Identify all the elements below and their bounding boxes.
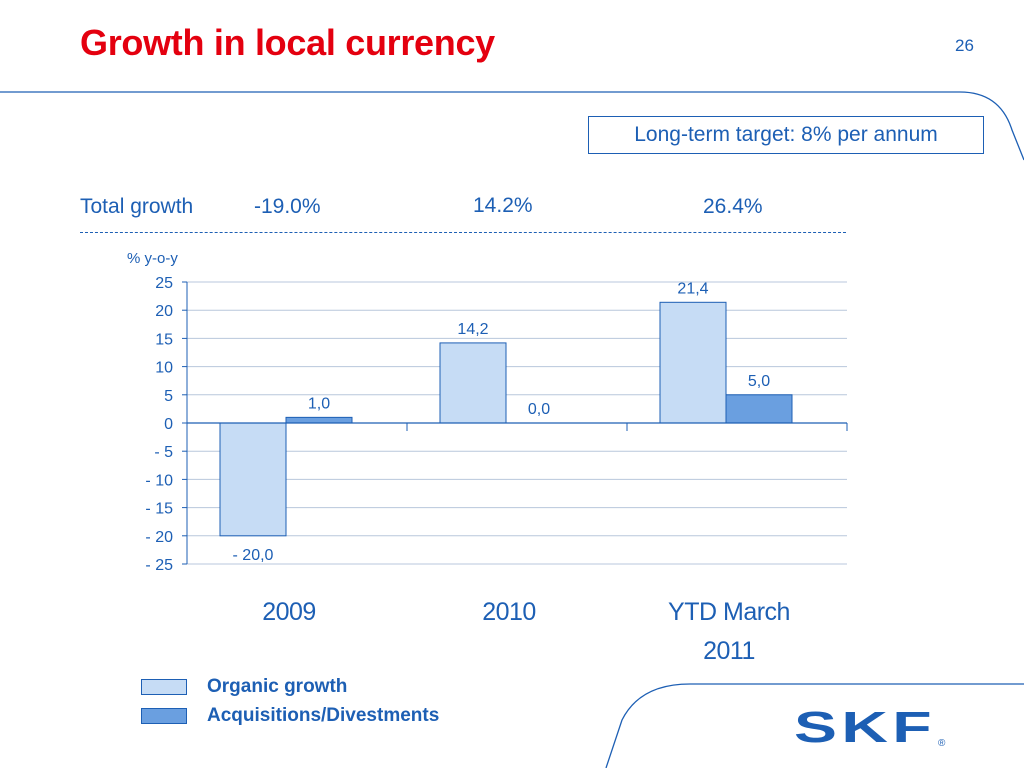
category-label: 2011 bbox=[703, 637, 755, 665]
logo-registered-mark: ® bbox=[938, 738, 946, 748]
data-label: 0,0 bbox=[528, 401, 550, 418]
long-term-target-box: Long-term target: 8% per annum bbox=[588, 116, 984, 154]
legend-swatch-acquisitions bbox=[141, 708, 187, 724]
legend-item-acquisitions: Acquisitions/Divestments bbox=[141, 705, 439, 727]
bar-acquisitions bbox=[725, 394, 793, 424]
y-tick-label: 5 bbox=[164, 388, 173, 405]
total-growth-label: Total growth bbox=[80, 195, 194, 218]
total-growth-2009: -19.0% bbox=[254, 195, 321, 218]
top-arc-line bbox=[0, 91, 1024, 161]
legend-swatch-organic bbox=[141, 679, 187, 695]
page-title: Growth in local currency bbox=[80, 22, 495, 63]
data-label: 21,4 bbox=[677, 280, 708, 297]
data-label: 14,2 bbox=[457, 321, 488, 338]
bar-organic bbox=[439, 342, 507, 424]
logo-wordmark: SKF bbox=[794, 708, 936, 748]
y-tick-label: - 5 bbox=[154, 444, 173, 461]
long-term-target-text: Long-term target: 8% per annum bbox=[634, 123, 938, 146]
total-growth-ytd-2011: 26.4% bbox=[703, 195, 763, 218]
y-tick-label: 10 bbox=[155, 360, 173, 377]
y-axis-label: % y-o-y bbox=[127, 250, 178, 267]
skf-logo: SKF ® bbox=[794, 708, 946, 748]
dashed-divider bbox=[80, 232, 846, 233]
category-label: 2010 bbox=[482, 598, 536, 626]
y-tick-label: - 20 bbox=[145, 529, 173, 546]
page-number: 26 bbox=[955, 36, 974, 55]
y-tick-label: 20 bbox=[155, 303, 173, 320]
y-tick-label: - 10 bbox=[145, 472, 173, 489]
y-tick-label: 0 bbox=[164, 416, 173, 433]
bar-acquisitions bbox=[285, 416, 353, 424]
legend-item-organic: Organic growth bbox=[141, 676, 347, 698]
y-tick-label: 25 bbox=[155, 275, 173, 292]
data-label: 5,0 bbox=[748, 373, 770, 390]
y-tick-label: 15 bbox=[155, 331, 173, 348]
data-label: 1,0 bbox=[308, 395, 330, 412]
category-label: 2009 bbox=[262, 598, 316, 626]
legend-label-acquisitions: Acquisitions/Divestments bbox=[207, 705, 440, 726]
legend-label-organic: Organic growth bbox=[207, 676, 348, 697]
bottom-arc-line bbox=[605, 683, 1024, 768]
total-growth-2010: 14.2% bbox=[473, 194, 533, 217]
y-tick-label: - 25 bbox=[145, 557, 173, 574]
growth-bar-chart: 25 20 15 10 5 0 - 5 - 10 - 15 - 20 - 25 % y-o-y - 20… bbox=[127, 250, 848, 665]
bar-organic bbox=[219, 422, 287, 537]
bar-organic bbox=[659, 301, 727, 424]
data-label: - 20,0 bbox=[233, 547, 274, 564]
category-label: YTD March bbox=[668, 598, 790, 626]
y-tick-label: - 15 bbox=[145, 501, 173, 518]
